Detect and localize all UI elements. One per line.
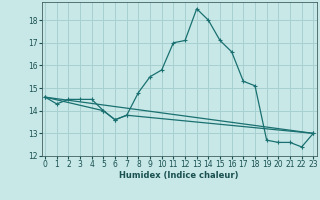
X-axis label: Humidex (Indice chaleur): Humidex (Indice chaleur) xyxy=(119,171,239,180)
